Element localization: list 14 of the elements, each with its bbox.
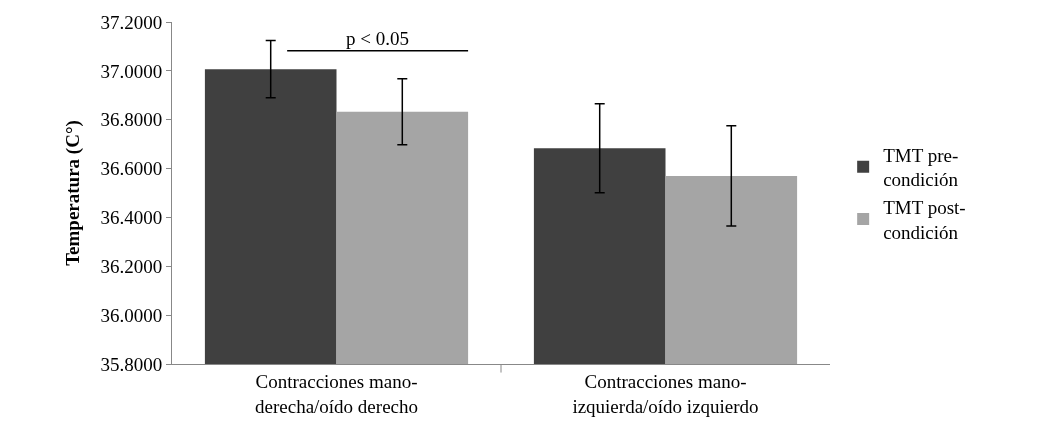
legend-label: TMT post-condición	[883, 197, 966, 243]
y-tick-label: 36.6000	[100, 158, 163, 180]
y-tick-label: 37.0000	[100, 60, 163, 82]
y-tick-label: 35.8000	[100, 353, 163, 375]
y-tick-label: 36.2000	[100, 255, 163, 277]
annotation: p < 0.05	[346, 28, 409, 49]
y-tick-label: 36.0000	[100, 304, 163, 326]
y-tick-label: 37.2000	[100, 11, 163, 33]
y-tick-label: 36.4000	[100, 207, 163, 229]
x-tick-label: Contracciones mano-derecha/oído derecho	[255, 370, 418, 417]
y-tick-label: 36.8000	[100, 109, 163, 131]
x-tick-label: Contracciones mano-izquierda/oído izquierdo	[572, 370, 759, 417]
y-axis-title: Temperatura (C°)	[62, 120, 85, 266]
legend-label: TMT pre-condición	[883, 144, 959, 191]
